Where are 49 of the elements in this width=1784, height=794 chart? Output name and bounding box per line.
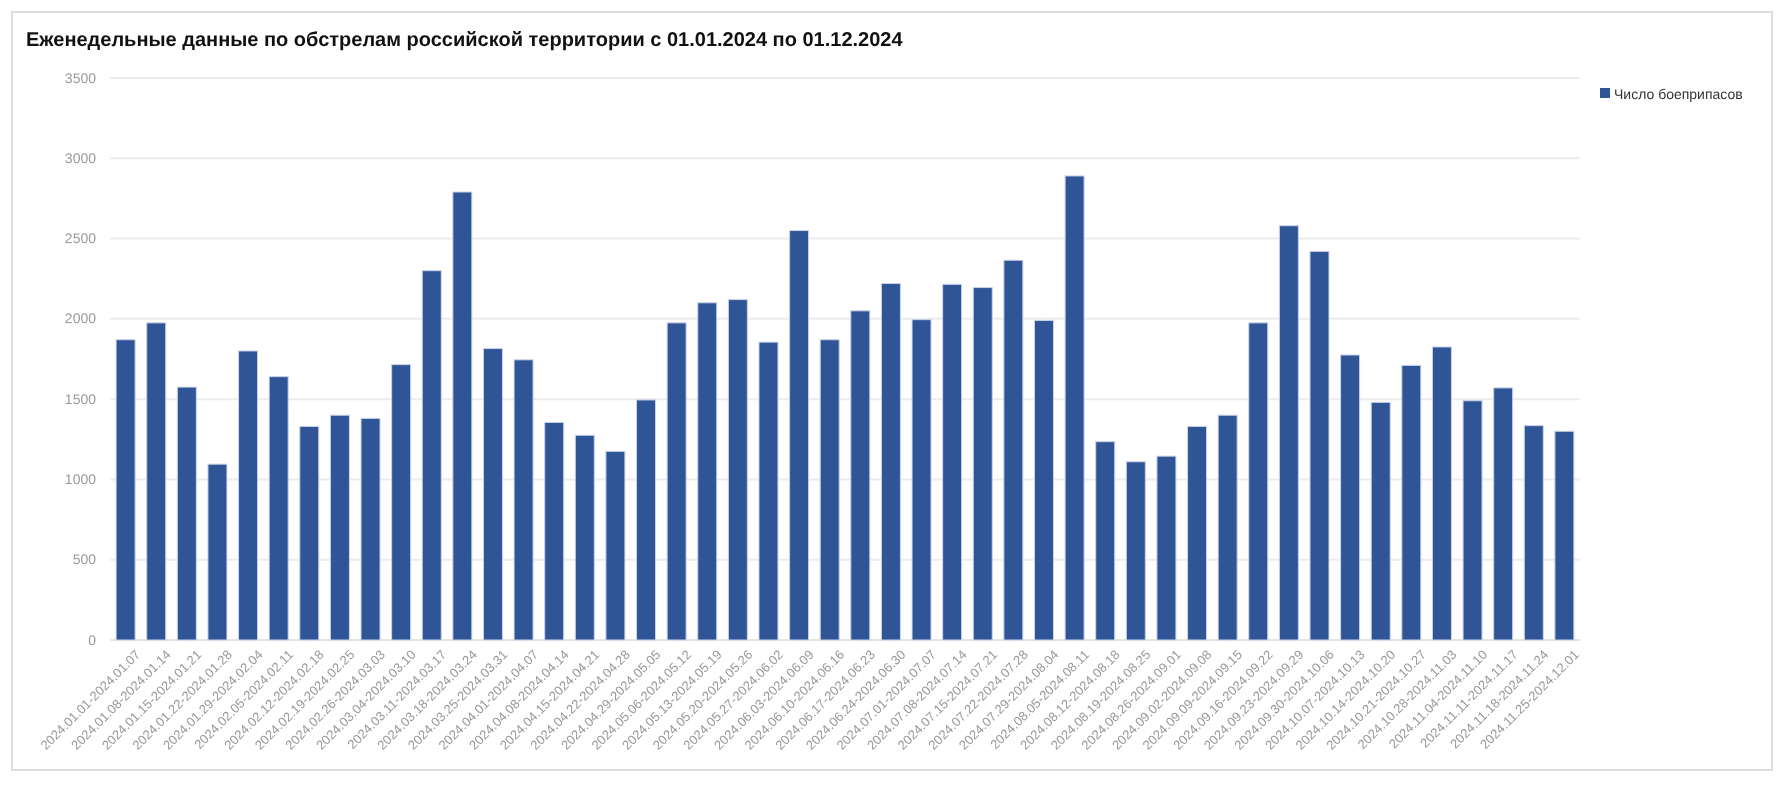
bar	[1248, 322, 1269, 641]
bar	[268, 376, 289, 641]
bar	[1370, 401, 1391, 641]
bar	[819, 339, 840, 641]
bar	[1217, 414, 1238, 641]
bar	[972, 287, 993, 641]
bar	[1554, 430, 1575, 641]
bar	[636, 399, 657, 641]
bar	[299, 425, 320, 641]
bar	[1278, 225, 1299, 641]
bar	[1064, 175, 1085, 641]
bar	[1462, 400, 1483, 641]
bar	[574, 434, 595, 641]
bar	[1340, 354, 1361, 641]
bar	[1523, 425, 1544, 641]
bar	[1003, 259, 1024, 641]
bar	[1431, 346, 1452, 641]
bar	[789, 230, 810, 641]
bar	[115, 339, 136, 641]
bar	[329, 414, 350, 641]
bar	[758, 341, 779, 641]
bar	[666, 322, 687, 641]
bar	[513, 359, 534, 641]
bar	[850, 310, 871, 641]
bar	[146, 322, 167, 641]
bar	[880, 283, 901, 641]
bar	[452, 191, 473, 641]
bar	[421, 270, 442, 641]
bar	[391, 364, 412, 641]
bar	[482, 348, 503, 641]
bar	[1095, 441, 1116, 641]
bar	[360, 417, 381, 641]
chart-title: Еженедельные данные по обстрелам российской территории с 01.01.2024 по 01.12.2024	[26, 30, 904, 52]
bar	[1493, 387, 1514, 641]
bar	[1125, 461, 1146, 641]
bar	[207, 463, 228, 641]
bar	[1156, 455, 1177, 641]
bar	[605, 450, 626, 641]
bar	[1033, 319, 1054, 641]
bar	[697, 302, 718, 641]
bar	[1309, 250, 1330, 641]
bar	[1187, 425, 1208, 641]
bar	[176, 386, 197, 641]
bar	[727, 299, 748, 641]
bar	[911, 319, 932, 641]
bar	[1401, 364, 1422, 641]
bar	[942, 283, 963, 641]
bar	[238, 350, 259, 641]
bar	[544, 421, 565, 641]
